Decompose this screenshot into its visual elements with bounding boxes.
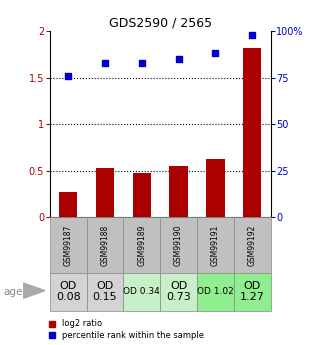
Legend: log2 ratio, percentile rank within the sample: log2 ratio, percentile rank within the s… — [48, 319, 205, 341]
Text: GSM99188: GSM99188 — [100, 224, 109, 266]
Bar — [169, 166, 188, 217]
Bar — [197, 273, 234, 310]
Bar — [86, 217, 123, 273]
Bar — [123, 273, 160, 310]
Text: GSM99192: GSM99192 — [248, 224, 257, 266]
Title: GDS2590 / 2565: GDS2590 / 2565 — [109, 17, 212, 30]
Point — [213, 51, 218, 56]
Text: OD
0.73: OD 0.73 — [166, 281, 191, 302]
Text: GSM99187: GSM99187 — [64, 224, 73, 266]
Text: GSM99190: GSM99190 — [174, 224, 183, 266]
Bar — [197, 217, 234, 273]
Bar — [160, 217, 197, 273]
Bar — [132, 172, 151, 217]
Bar — [86, 273, 123, 310]
Bar — [96, 168, 114, 217]
Bar — [206, 159, 225, 217]
Point — [139, 60, 144, 66]
Point — [66, 73, 71, 79]
Bar — [234, 273, 271, 310]
Bar — [243, 48, 261, 217]
Text: OD 0.34: OD 0.34 — [123, 287, 160, 296]
Text: OD
0.08: OD 0.08 — [56, 281, 81, 302]
Text: age: age — [3, 287, 22, 296]
Bar — [59, 192, 77, 217]
Bar — [160, 273, 197, 310]
Text: OD 1.02: OD 1.02 — [197, 287, 234, 296]
Polygon shape — [23, 283, 45, 298]
Text: OD
0.15: OD 0.15 — [93, 281, 117, 302]
Point — [176, 56, 181, 62]
Point — [250, 32, 255, 38]
Bar — [234, 217, 271, 273]
Text: OD
1.27: OD 1.27 — [240, 281, 265, 302]
Bar — [50, 273, 86, 310]
Point — [102, 60, 108, 66]
Text: GSM99191: GSM99191 — [211, 224, 220, 266]
Text: GSM99189: GSM99189 — [137, 224, 146, 266]
Bar — [123, 217, 160, 273]
Bar — [50, 217, 86, 273]
